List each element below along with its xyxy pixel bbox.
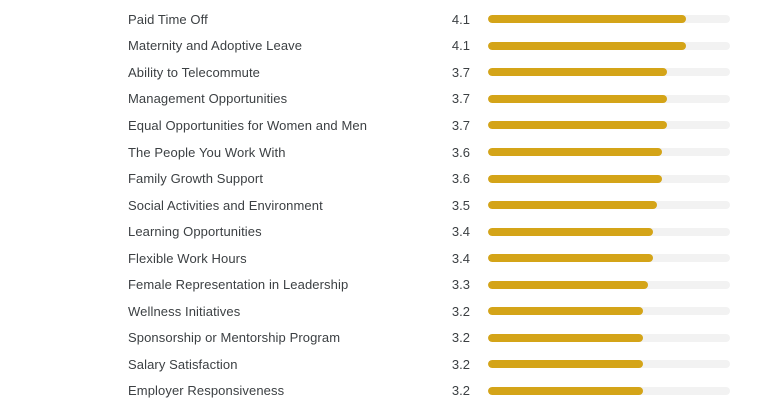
bar-track: [488, 15, 730, 24]
rating-value: 3.7: [451, 117, 470, 133]
chart-row: Social Activities and Environment 3.5: [0, 192, 780, 219]
bar-track: [488, 280, 730, 289]
chart-row: Ability to Telecommute 3.7: [0, 59, 780, 86]
category-label: Flexible Work Hours: [128, 250, 247, 266]
bar-track: [488, 148, 730, 156]
rating-value: 3.2: [451, 330, 470, 346]
rating-value: 3.3: [451, 277, 470, 293]
bar-track: [488, 227, 730, 236]
bar-track: [488, 94, 730, 103]
chart-row: Salary Satisfaction 3.2: [0, 351, 780, 378]
category-label: Wellness Initiatives: [128, 303, 241, 319]
rating-value: 3.2: [451, 383, 470, 399]
bar-fill: [488, 280, 648, 289]
chart-row: Paid Time Off 4.1: [0, 6, 780, 33]
bar-track: [488, 68, 730, 77]
chart-row: Sponsorship or Mentorship Program 3.2: [0, 325, 780, 352]
bar-track: [488, 386, 730, 395]
category-label: Female Representation in Leadership: [128, 277, 349, 293]
bar-track: [488, 201, 730, 210]
chart-row: The People You Work With 3.6: [0, 139, 780, 166]
ratings-bar-chart: Paid Time Off 4.1 Maternity and Adoptive…: [0, 6, 780, 405]
chart-row: Maternity and Adoptive Leave 4.1: [0, 33, 780, 60]
rating-value: 3.6: [451, 144, 470, 160]
category-label: Salary Satisfaction: [128, 356, 238, 372]
bar-fill: [488, 94, 668, 103]
category-label: Ability to Telecommute: [128, 64, 261, 80]
category-label: Sponsorship or Mentorship Program: [128, 330, 341, 346]
bar-fill: [488, 121, 668, 130]
chart-row: Learning Opportunities 3.4: [0, 218, 780, 245]
chart-row: Flexible Work Hours 3.4: [0, 245, 780, 272]
rating-value: 3.2: [451, 356, 470, 372]
rating-value: 3.2: [451, 303, 470, 319]
bar-track: [488, 254, 730, 263]
bar-track: [488, 174, 730, 183]
bar-fill: [488, 41, 687, 50]
chart-row: Equal Opportunities for Women and Men 3.…: [0, 112, 780, 139]
bar-fill: [488, 360, 643, 369]
category-label: Employer Responsiveness: [128, 383, 285, 399]
category-label: Maternity and Adoptive Leave: [128, 38, 303, 54]
category-label: Learning Opportunities: [128, 224, 262, 240]
bar-fill: [488, 174, 663, 183]
category-label: Family Growth Support: [128, 171, 264, 187]
bar-fill: [488, 227, 653, 236]
bar-fill: [488, 333, 643, 342]
rating-value: 3.7: [451, 64, 470, 80]
rating-value: 4.1: [451, 38, 470, 54]
rating-value: 4.1: [451, 11, 470, 27]
rating-value: 3.5: [451, 197, 470, 213]
bar-track: [488, 360, 730, 369]
bar-fill: [488, 68, 668, 77]
bar-track: [488, 41, 730, 50]
chart-row: Family Growth Support 3.6: [0, 165, 780, 192]
category-label: Social Activities and Environment: [128, 197, 323, 213]
category-label: Management Opportunities: [128, 91, 288, 107]
rating-value: 3.4: [451, 224, 470, 240]
bar-fill: [488, 386, 643, 395]
bar-track: [488, 307, 730, 316]
rating-value: 3.7: [451, 91, 470, 107]
bar-fill: [488, 307, 643, 316]
rating-value: 3.4: [451, 250, 470, 266]
bar-fill: [488, 201, 658, 210]
bar-track: [488, 333, 730, 342]
bar-track: [488, 121, 730, 130]
chart-row: Wellness Initiatives 3.2: [0, 298, 780, 325]
category-label: Equal Opportunities for Women and Men: [128, 117, 368, 133]
rating-value: 3.6: [451, 171, 470, 187]
category-label: The People You Work With: [128, 144, 286, 160]
category-label: Paid Time Off: [128, 11, 208, 27]
chart-row: Female Representation in Leadership 3.3: [0, 271, 780, 298]
bar-fill: [488, 254, 653, 263]
bar-fill: [488, 148, 663, 156]
bar-fill: [488, 15, 687, 24]
chart-row: Employer Responsiveness 3.2: [0, 378, 780, 405]
chart-row: Management Opportunities 3.7: [0, 86, 780, 113]
